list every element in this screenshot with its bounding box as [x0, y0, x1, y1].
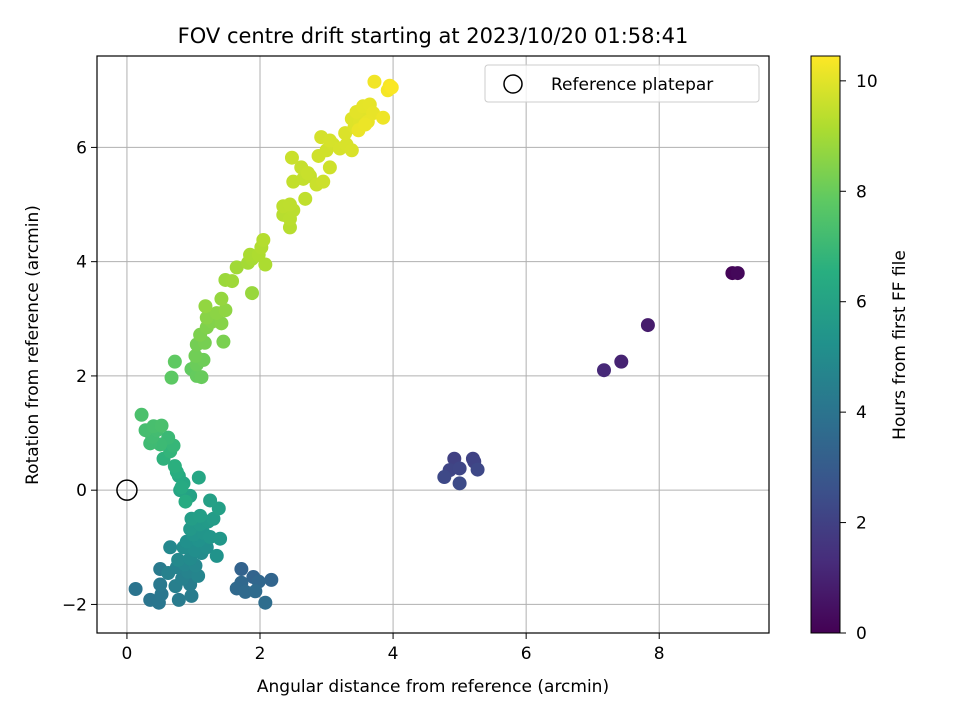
- data-point: [193, 508, 208, 523]
- x-tick-label: 6: [521, 644, 532, 664]
- data-point: [452, 461, 467, 476]
- colorbar: [810, 55, 841, 634]
- data-point: [322, 160, 337, 175]
- data-point: [128, 582, 143, 597]
- grid-lines: [97, 56, 769, 633]
- data-point: [174, 480, 189, 495]
- data-point: [238, 584, 253, 599]
- data-point: [191, 470, 206, 485]
- reference-point: [116, 479, 138, 501]
- data-point: [596, 363, 611, 378]
- data-point: [358, 117, 373, 132]
- data-point: [209, 548, 224, 563]
- data-point: [194, 370, 209, 385]
- legend-marker: [503, 74, 523, 94]
- data-point: [300, 166, 315, 181]
- colorbar-tick-label: 6: [856, 293, 867, 313]
- data-point: [163, 540, 178, 555]
- x-tick-label: 8: [654, 644, 665, 664]
- data-point: [298, 191, 313, 206]
- data-point: [640, 318, 655, 333]
- data-points: [128, 74, 745, 610]
- colorbar-tick-label: 2: [856, 514, 867, 534]
- data-point: [264, 572, 279, 587]
- data-point: [134, 407, 149, 422]
- data-point: [206, 511, 221, 526]
- data-point: [344, 143, 359, 158]
- data-point: [218, 303, 233, 318]
- data-point: [367, 74, 382, 89]
- data-point: [376, 110, 391, 125]
- data-point: [437, 470, 452, 485]
- data-point: [282, 197, 297, 212]
- x-axis-label: Angular distance from reference (arcmin): [257, 677, 609, 697]
- data-point: [384, 80, 399, 95]
- colorbar-tick-label: 8: [856, 182, 867, 202]
- data-point: [284, 150, 299, 165]
- y-axis-label: Rotation from reference (arcmin): [23, 205, 43, 485]
- legend-box: [484, 64, 760, 103]
- colorbar-tick-label: 10: [856, 72, 878, 92]
- data-point: [171, 592, 186, 607]
- x-tick-label: 0: [122, 644, 133, 664]
- data-point: [178, 494, 193, 509]
- data-point: [248, 584, 263, 599]
- data-point: [184, 588, 199, 603]
- data-point: [234, 562, 249, 577]
- reference-marker: [116, 479, 138, 501]
- data-point: [154, 418, 169, 433]
- data-point: [470, 462, 485, 477]
- data-point: [258, 595, 273, 610]
- data-point: [213, 531, 228, 546]
- y-tick-label: 0: [76, 481, 87, 501]
- colorbar-tick-label: 4: [856, 403, 867, 423]
- x-tick-label: 4: [388, 644, 399, 664]
- legend-entry-reference: Reference platepar: [551, 75, 713, 95]
- data-point: [245, 286, 260, 301]
- data-point: [153, 577, 168, 592]
- data-point: [198, 299, 213, 314]
- data-point: [225, 274, 240, 289]
- y-tick-label: 6: [76, 138, 87, 158]
- colorbar-tick-label: 0: [856, 624, 867, 644]
- x-tick-label: 2: [255, 644, 266, 664]
- data-point: [614, 354, 629, 369]
- data-point: [188, 348, 203, 363]
- chart-title: FOV centre drift starting at 2023/10/20 …: [178, 24, 689, 48]
- y-tick-label: 2: [76, 367, 87, 387]
- data-point: [171, 552, 186, 567]
- y-tick-label: −2: [62, 595, 87, 615]
- x-axis-ticks: 0 2 4 6 8: [122, 633, 665, 664]
- colorbar-label: Hours from first FF file: [890, 250, 910, 440]
- colorbar-ticks: 0 2 4 6 8 10: [840, 72, 878, 644]
- legend: Reference platepar: [484, 64, 760, 103]
- data-point: [214, 291, 229, 306]
- data-point: [322, 133, 337, 148]
- data-point: [167, 459, 182, 474]
- data-point: [203, 493, 218, 508]
- data-point: [316, 174, 331, 189]
- data-point: [256, 232, 271, 247]
- plot-frame: [96, 55, 770, 634]
- data-point: [167, 354, 182, 369]
- y-tick-label: 4: [76, 253, 87, 273]
- data-point: [216, 334, 231, 349]
- data-point: [730, 266, 745, 281]
- data-point: [452, 476, 467, 491]
- y-axis-ticks: −2 0 2 4 6: [62, 138, 97, 615]
- data-point: [164, 370, 179, 385]
- data-point: [229, 260, 244, 275]
